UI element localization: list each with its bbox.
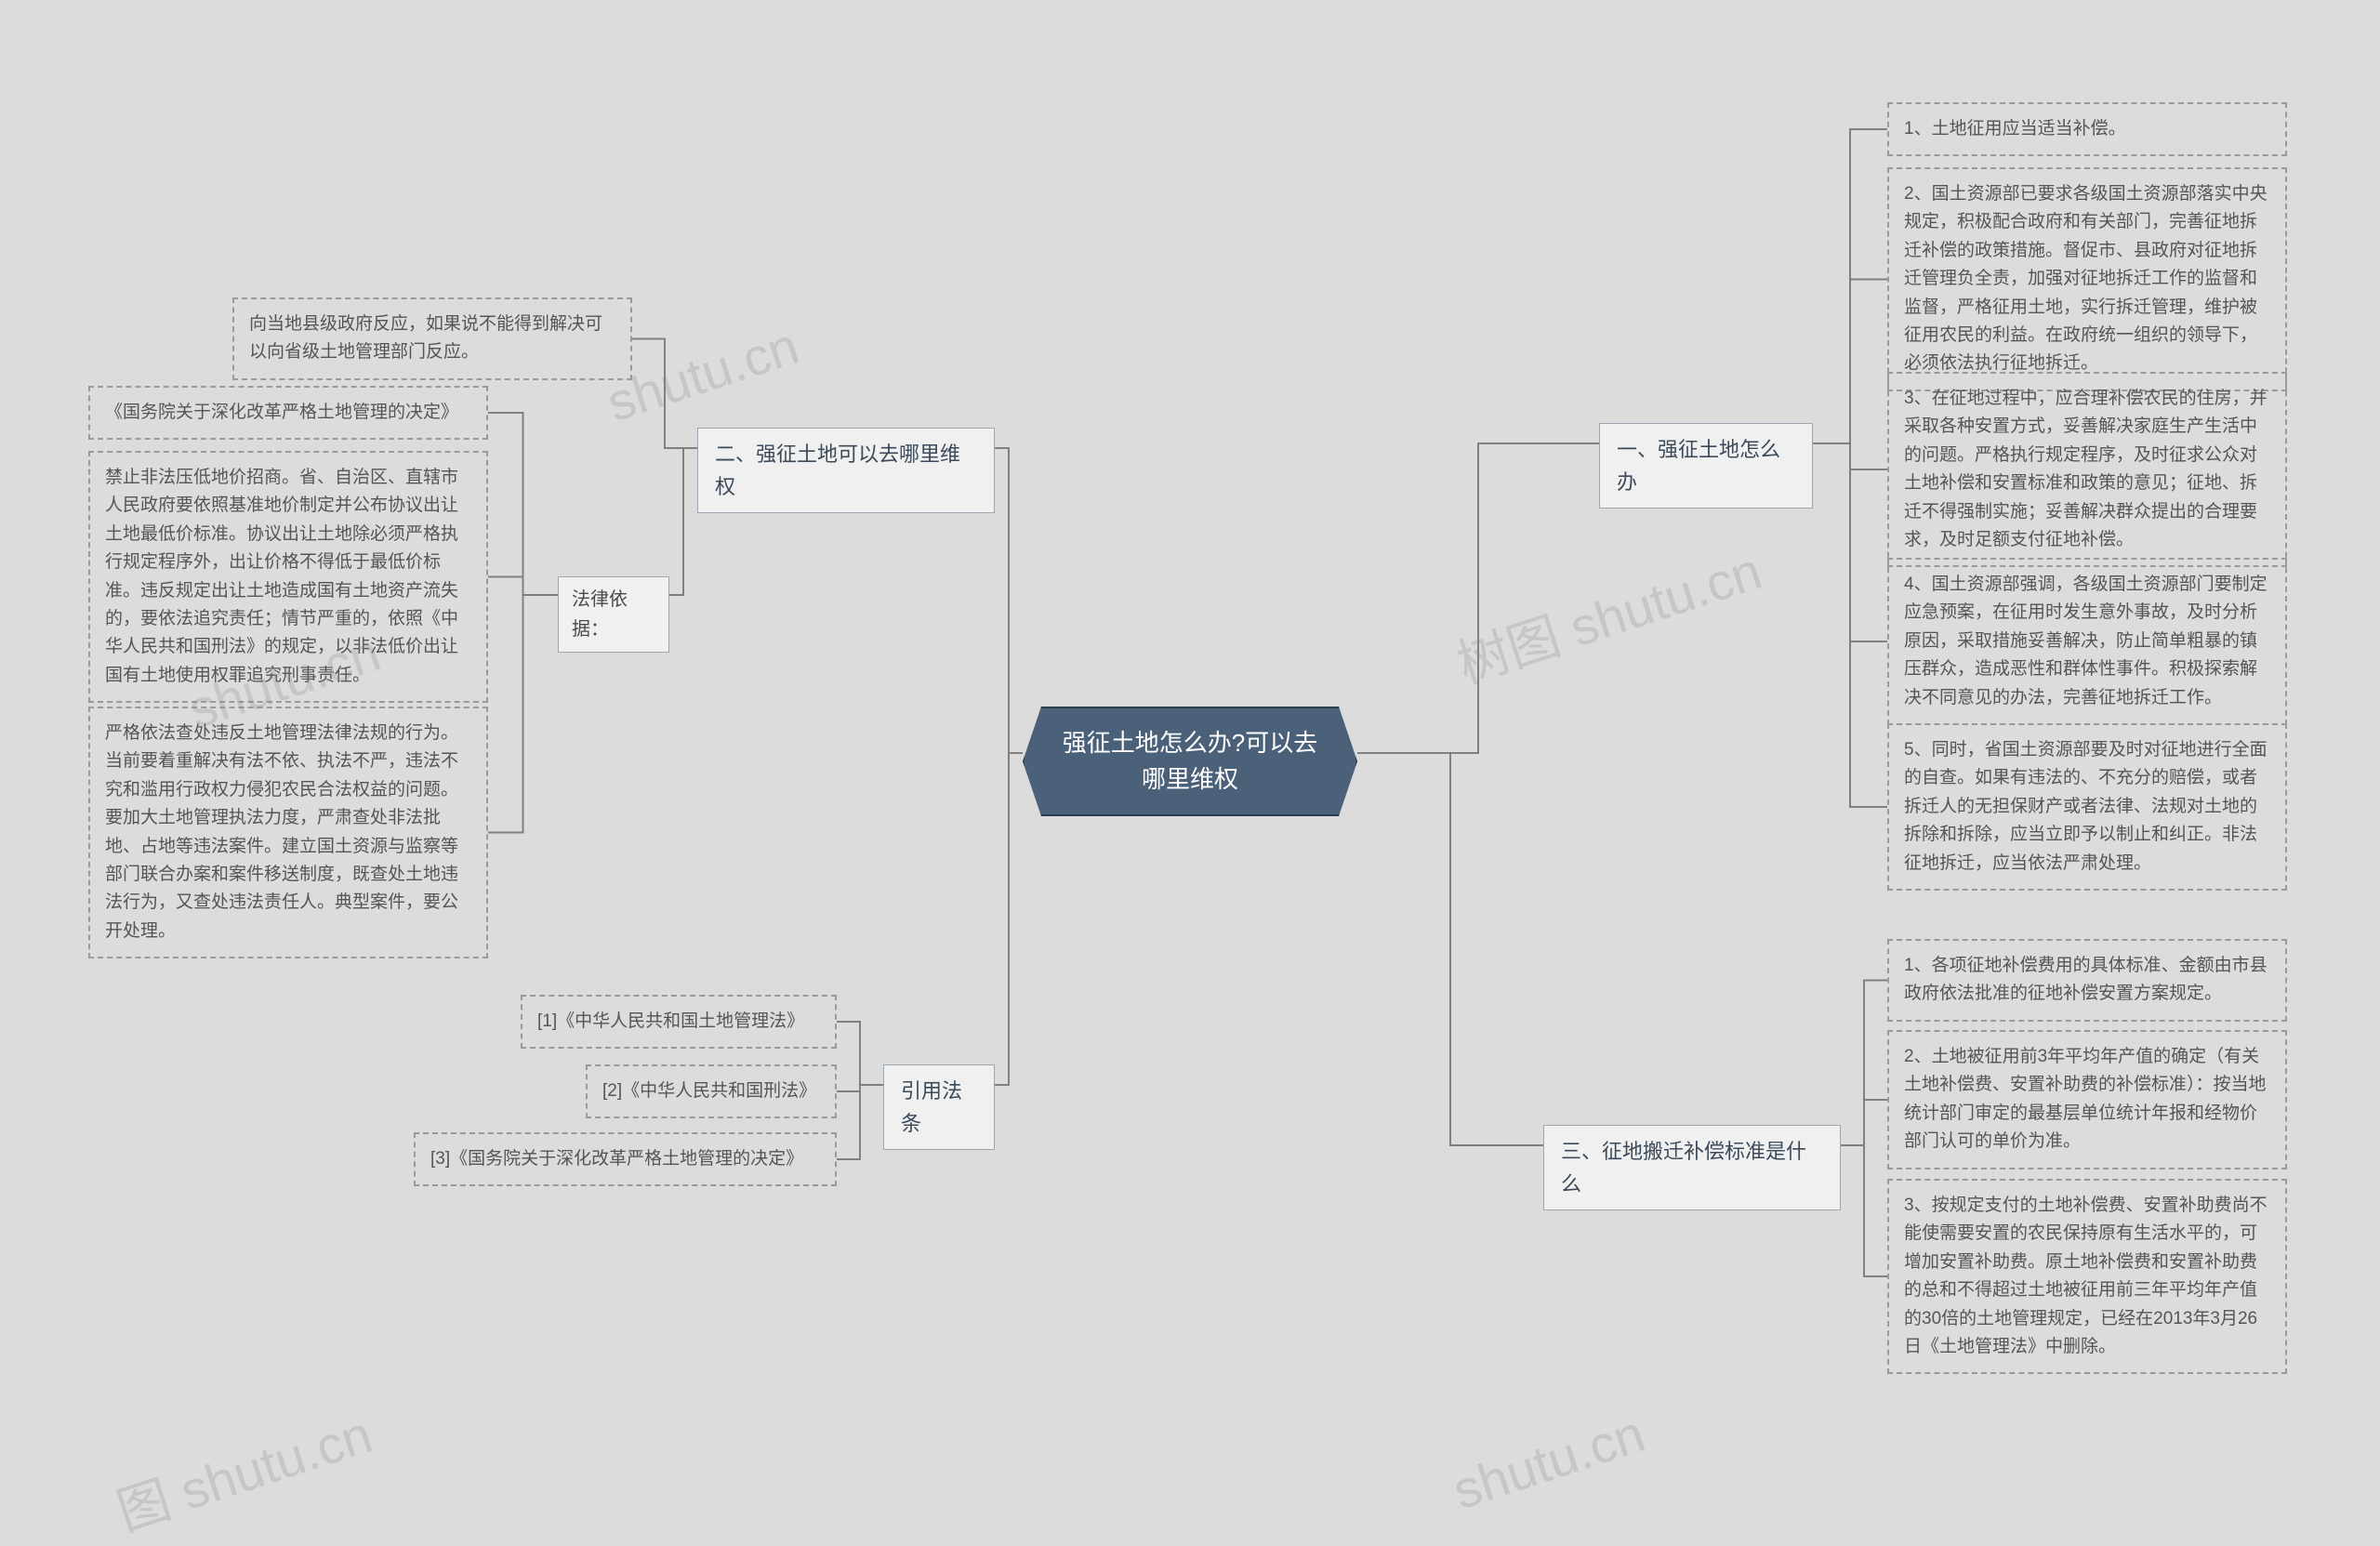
- leaf-node: [2]《中华人民共和国刑法》: [586, 1064, 837, 1118]
- leaf-node: 3、按规定支付的土地补偿费、安置补助费尚不能使需要安置的农民保持原有生活水平的，…: [1887, 1179, 2287, 1374]
- watermark: 树图 shutu.cn: [1447, 530, 1770, 699]
- leaf-node: 禁止非法压低地价招商。省、自治区、直辖市人民政府要依照基准地价制定并公布协议出让…: [88, 451, 488, 703]
- leaf-node: [1]《中华人民共和国土地管理法》: [521, 995, 837, 1049]
- leaf-node: 2、土地被征用前3年平均年产值的确定（有关土地补偿费、安置补助费的补偿标准）：按…: [1887, 1030, 2287, 1169]
- leaf-node: 1、各项征地补偿费用的具体标准、金额由市县政府依法批准的征地补偿安置方案规定。: [1887, 939, 2287, 1022]
- leaf-node: 1、土地征用应当适当补偿。: [1887, 102, 2287, 156]
- branch-left: 二、强征土地可以去哪里维权: [697, 428, 995, 513]
- leaf-node: 3、在征地过程中，应合理补偿农民的住房，并采取各种安置方式，妥善解决家庭生产生活…: [1887, 372, 2287, 567]
- leaf-node: [3]《国务院关于深化改革严格土地管理的决定》: [414, 1132, 837, 1186]
- leaf-node: 4、国土资源部强调，各级国土资源部门要制定应急预案，在征用时发生意外事故，及时分…: [1887, 558, 2287, 725]
- watermark: shutu.cn: [1446, 1403, 1651, 1521]
- branch-right: 一、强征土地怎么办: [1599, 423, 1813, 509]
- branch-left: 引用法条: [883, 1064, 995, 1150]
- leaf-node: 5、同时，省国土资源部要及时对征地进行全面的自查。如果有违法的、不充分的赔偿，或…: [1887, 723, 2287, 891]
- leaf-node: 严格依法查处违反土地管理法律法规的行为。当前要着重解决有法不依、执法不严，违法不…: [88, 707, 488, 958]
- leaf-node: 2、国土资源部已要求各级国土资源部落实中央规定，积极配合政府和有关部门，完善征地…: [1887, 167, 2287, 391]
- sub-node: 法律依据：: [558, 576, 669, 653]
- leaf-node: 《国务院关于深化改革严格土地管理的决定》: [88, 386, 488, 440]
- watermark: 图 shutu.cn: [106, 1393, 379, 1546]
- leaf-node: 向当地县级政府反应，如果说不能得到解决可以向省级土地管理部门反应。: [232, 297, 632, 380]
- branch-right: 三、征地搬迁补偿标准是什么: [1543, 1125, 1841, 1210]
- center-node: 强征土地怎么办?可以去哪里维权: [1023, 707, 1357, 816]
